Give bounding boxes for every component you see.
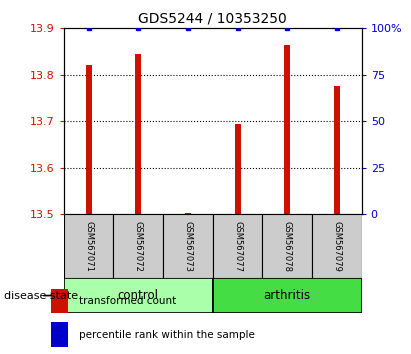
Bar <box>64 278 213 313</box>
Text: transformed count: transformed count <box>79 296 176 306</box>
Bar <box>284 45 290 214</box>
Bar <box>213 214 262 278</box>
Text: GSM567078: GSM567078 <box>283 221 292 272</box>
Bar <box>85 64 92 214</box>
Text: disease state: disease state <box>4 291 78 301</box>
Text: control: control <box>118 289 159 302</box>
Bar <box>262 214 312 278</box>
Bar <box>185 213 191 214</box>
Bar <box>163 214 213 278</box>
Bar <box>51 289 68 313</box>
Text: percentile rank within the sample: percentile rank within the sample <box>79 330 255 339</box>
Bar <box>213 278 362 313</box>
Bar <box>312 214 362 278</box>
Text: GSM567079: GSM567079 <box>332 221 342 272</box>
Bar <box>113 214 163 278</box>
Title: GDS5244 / 10353250: GDS5244 / 10353250 <box>139 12 287 26</box>
Bar <box>51 322 68 347</box>
Bar <box>334 86 340 214</box>
Text: GSM567073: GSM567073 <box>183 221 192 272</box>
Text: arthritis: arthritis <box>263 289 311 302</box>
Bar <box>235 124 240 214</box>
Bar <box>135 54 141 214</box>
Text: GSM567072: GSM567072 <box>134 221 143 272</box>
Text: GSM567071: GSM567071 <box>84 221 93 272</box>
Text: GSM567077: GSM567077 <box>233 221 242 272</box>
Bar <box>64 214 113 278</box>
